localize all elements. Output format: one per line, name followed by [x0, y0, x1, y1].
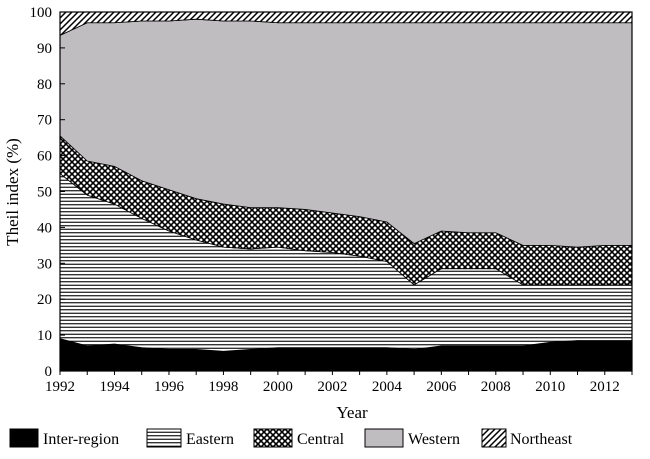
x-tick-label: 2006 [426, 379, 457, 395]
y-tick-label: 50 [37, 185, 52, 201]
y-tick-label: 40 [37, 220, 52, 236]
x-tick-label: 2000 [263, 379, 293, 395]
legend-label: Eastern [186, 431, 234, 448]
y-tick-label: 70 [37, 113, 52, 129]
x-tick-label: 2012 [590, 379, 620, 395]
y-tick-label: 100 [30, 5, 53, 21]
x-tick-label: 2002 [317, 379, 347, 395]
y-tick-label: 30 [37, 256, 52, 272]
legend-swatch-eastern [146, 428, 182, 448]
x-tick-label: 2010 [535, 379, 565, 395]
legend-swatch-central [253, 428, 293, 448]
legend: Inter-region Eastern Central Western Northea… [9, 428, 573, 448]
x-axis: 1992 1994 1996 1998 2000 2002 2004 2006 2008 2010… [45, 371, 633, 395]
x-tick-label: 2004 [372, 379, 403, 395]
y-tick-label: 20 [37, 292, 52, 308]
y-tick-label: 0 [45, 364, 53, 380]
x-tick-label: 2008 [481, 379, 511, 395]
legend-label: Central [297, 431, 345, 448]
x-axis-title: Year [336, 403, 368, 422]
x-tick-label: 1994 [99, 379, 130, 395]
legend-label: Western [408, 431, 460, 448]
legend-swatch-western [364, 428, 404, 448]
y-tick-label: 90 [37, 41, 52, 57]
x-tick-label: 1996 [154, 379, 185, 395]
y-tick-label: 60 [37, 149, 52, 165]
y-axis-title: Theil index (%) [3, 138, 22, 246]
stacked-areas [59, 11, 633, 372]
legend-label: Northeast [510, 431, 573, 448]
y-axis: 0 10 20 30 40 50 60 70 80 90 100 [30, 5, 65, 380]
y-tick-label: 10 [37, 328, 52, 344]
legend-swatch-inter-region [9, 428, 39, 448]
legend-label: Inter-region [43, 431, 119, 448]
x-tick-label: 1998 [208, 379, 238, 395]
y-tick-label: 80 [37, 77, 52, 93]
legend-swatch-northeast [481, 428, 507, 448]
x-tick-label: 1992 [45, 379, 75, 395]
